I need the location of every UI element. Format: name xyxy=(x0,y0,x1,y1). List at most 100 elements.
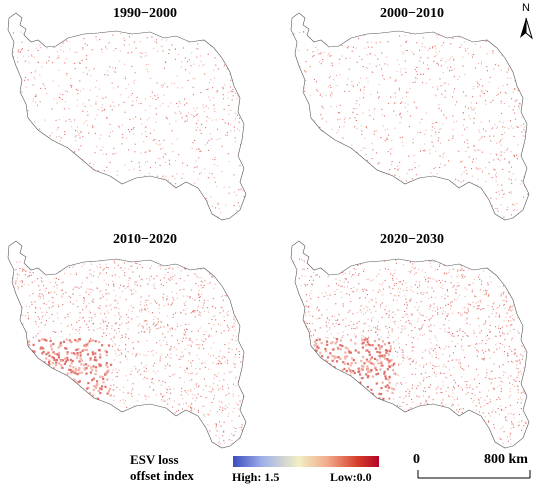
speckle-mark xyxy=(175,120,177,122)
speckle-mark xyxy=(78,62,80,64)
speckle-mark xyxy=(419,329,421,331)
speckle-mark xyxy=(407,212,409,214)
speckle-mark xyxy=(471,168,473,170)
speckle-mark xyxy=(114,323,116,325)
speckle-mark xyxy=(308,345,311,348)
speckle-mark xyxy=(11,87,13,89)
speckle-mark xyxy=(223,186,225,188)
speckle-mark xyxy=(158,425,160,427)
speckle-mark xyxy=(196,276,198,278)
speckle-mark xyxy=(49,292,51,294)
speckle-mark xyxy=(485,103,487,105)
speckle-mark xyxy=(222,407,224,409)
speckle-mark xyxy=(19,435,21,437)
speckle-mark xyxy=(308,311,310,313)
speckle-mark xyxy=(292,207,294,209)
speckle-mark xyxy=(60,447,62,448)
speckle-mark xyxy=(156,342,158,344)
speckle-mark xyxy=(9,384,12,387)
speckle-mark xyxy=(408,126,410,128)
speckle-mark xyxy=(293,371,297,374)
speckle-mark xyxy=(16,436,18,438)
speckle-mark xyxy=(331,65,333,67)
speckle-mark xyxy=(133,293,135,295)
speckle-mark xyxy=(135,262,137,264)
speckle-mark xyxy=(146,278,148,280)
speckle-mark xyxy=(193,444,195,446)
speckle-mark xyxy=(402,351,404,353)
speckle-mark xyxy=(517,75,519,77)
speckle-mark xyxy=(142,327,144,329)
speckle-mark xyxy=(342,386,345,389)
speckle-mark xyxy=(178,343,180,345)
speckle-mark xyxy=(144,394,146,396)
speckle-mark xyxy=(430,266,432,268)
speckle-mark xyxy=(528,133,529,135)
speckle-mark xyxy=(135,291,137,293)
speckle-mark xyxy=(203,405,205,407)
speckle-mark xyxy=(243,387,245,389)
speckle-mark xyxy=(466,312,468,314)
speckle-mark xyxy=(515,39,517,41)
speckle-mark xyxy=(51,313,53,315)
speckle-mark xyxy=(185,313,187,315)
speckle-mark xyxy=(358,168,360,170)
speckle-mark xyxy=(149,132,151,134)
speckle-mark xyxy=(177,339,179,341)
speckle-mark xyxy=(240,377,242,379)
speckle-mark xyxy=(35,101,37,103)
speckle-mark xyxy=(327,86,329,88)
speckle-mark xyxy=(39,393,42,396)
speckle-mark xyxy=(498,193,500,195)
speckle-mark xyxy=(15,364,18,367)
speckle-mark xyxy=(438,107,440,109)
speckle-mark xyxy=(342,414,344,416)
speckle-mark xyxy=(133,288,135,290)
speckle-mark xyxy=(432,417,434,419)
speckle-mark xyxy=(45,287,47,289)
speckle-mark xyxy=(101,190,103,192)
speckle-mark xyxy=(380,137,382,139)
speckle-mark xyxy=(378,84,380,86)
speckle-mark xyxy=(202,389,204,391)
speckle-mark xyxy=(228,347,230,349)
speckle-mark xyxy=(444,96,446,98)
speckle-mark xyxy=(309,437,311,439)
speckle-mark xyxy=(218,356,220,358)
speckle-mark xyxy=(168,386,170,388)
speckle-mark xyxy=(119,276,121,278)
speckle-mark xyxy=(51,387,54,390)
speckle-mark xyxy=(496,208,498,210)
speckle-mark xyxy=(47,373,50,376)
speckle-mark xyxy=(89,211,91,213)
speckle-mark xyxy=(197,330,199,332)
speckle-mark xyxy=(320,63,322,65)
speckle-mark xyxy=(328,52,330,54)
speckle-mark xyxy=(447,67,449,69)
speckle-mark xyxy=(245,99,246,101)
speckle-mark xyxy=(90,338,92,340)
speckle-mark xyxy=(492,50,494,52)
speckle-mark xyxy=(99,445,101,447)
speckle-mark xyxy=(419,60,421,62)
speckle-mark xyxy=(484,100,486,102)
speckle-mark xyxy=(353,174,355,176)
speckle-mark xyxy=(101,51,103,53)
speckle-mark xyxy=(39,364,43,367)
speckle-mark xyxy=(140,311,142,313)
speckle-mark xyxy=(457,434,459,436)
speckle-mark xyxy=(176,297,178,299)
speckle-mark xyxy=(344,35,346,37)
speckle-mark xyxy=(52,46,54,48)
speckle-mark xyxy=(348,151,350,153)
speckle-mark xyxy=(127,321,129,323)
speckle-mark xyxy=(74,68,76,70)
speckle-mark xyxy=(99,353,102,356)
speckle-mark xyxy=(362,433,364,435)
speckle-mark xyxy=(10,329,12,331)
speckle-mark xyxy=(412,184,414,186)
speckle-mark xyxy=(199,441,201,443)
speckle-mark xyxy=(75,189,77,191)
speckle-mark xyxy=(410,286,412,288)
speckle-mark xyxy=(17,385,20,388)
